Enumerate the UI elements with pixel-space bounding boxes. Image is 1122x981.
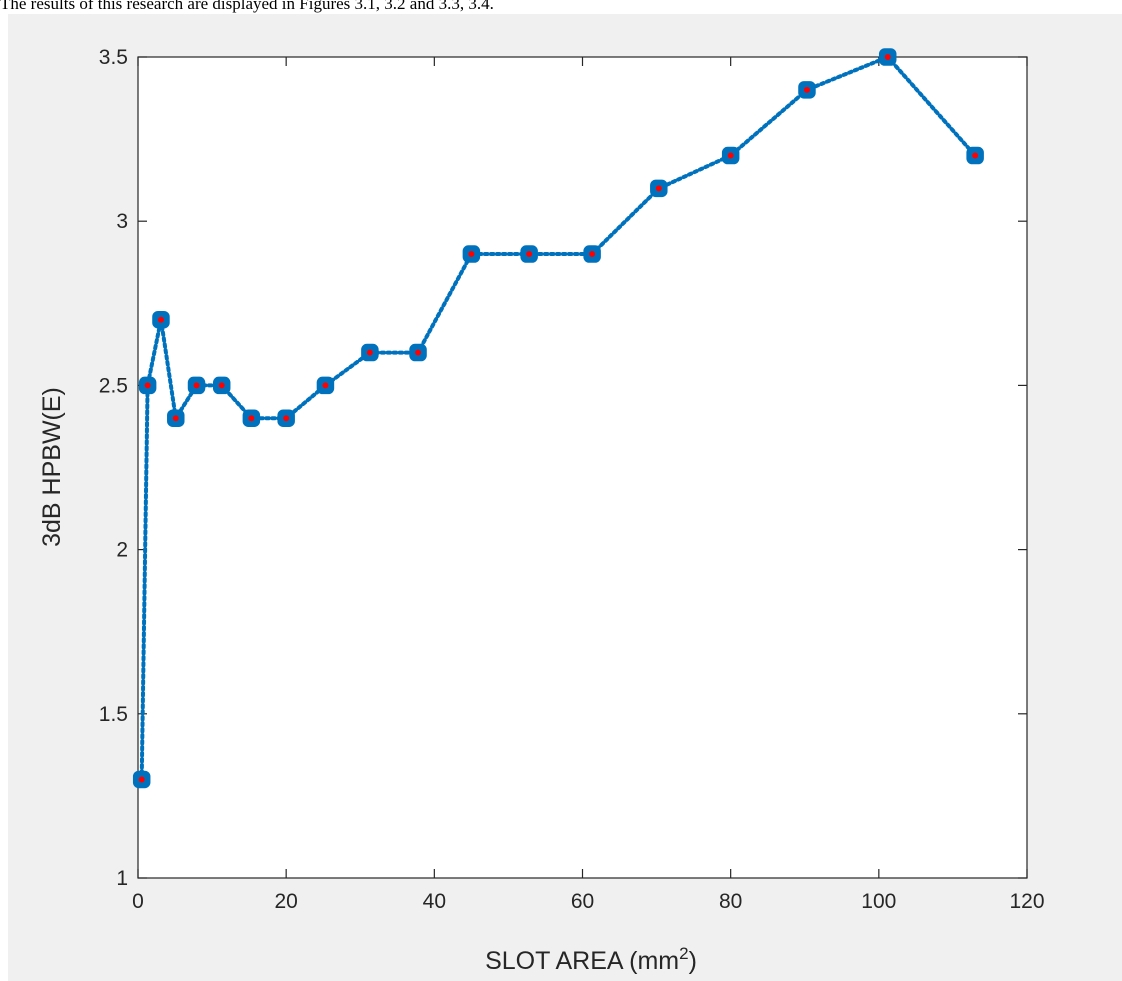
data-point-center	[283, 415, 290, 422]
data-point-center	[172, 415, 179, 422]
data-point	[242, 409, 261, 427]
data-point	[966, 146, 984, 165]
y-tick-label: 2.5	[99, 374, 128, 397]
y-tick-label: 3	[116, 210, 128, 233]
data-point	[462, 245, 481, 263]
x-tick-label: 60	[571, 890, 594, 913]
data-point-center	[526, 251, 533, 258]
data-point-center	[248, 415, 255, 422]
data-point	[277, 409, 295, 427]
data-point-center	[655, 185, 662, 192]
data-point-center	[468, 251, 475, 258]
data-point	[152, 310, 170, 329]
data-point	[212, 376, 231, 395]
data-point	[167, 409, 185, 427]
x-axis-label: SLOT AREA (mm2)	[485, 944, 697, 975]
x-tick-label: 80	[719, 890, 742, 913]
plot-area	[138, 57, 1027, 878]
data-point	[316, 376, 335, 395]
y-tick-label: 1	[116, 867, 128, 890]
data-point	[721, 146, 740, 165]
x-tick-label: 100	[861, 890, 896, 913]
data-point-center	[415, 349, 422, 356]
data-point-center	[803, 86, 810, 93]
x-axis-label-main: SLOT AREA (mm	[485, 947, 679, 975]
x-tick-label: 20	[274, 890, 297, 913]
data-point	[187, 376, 206, 395]
x-tick-label: 120	[1009, 890, 1044, 913]
data-point	[132, 770, 151, 789]
data-point-center	[322, 382, 329, 389]
data-point	[361, 343, 379, 362]
y-tick-label: 3.5	[99, 46, 128, 69]
data-point-center	[218, 382, 225, 389]
data-point	[583, 245, 601, 263]
data-point-center	[972, 152, 979, 159]
data-point-center	[157, 316, 164, 323]
caption-text: The results of this research are display…	[0, 0, 494, 13]
markers-layer	[132, 48, 984, 789]
data-point	[138, 376, 157, 395]
data-point-center	[138, 776, 145, 783]
data-point-center	[884, 54, 891, 60]
data-point-center	[589, 251, 596, 258]
x-axis-label-suffix: )	[689, 947, 697, 975]
data-point-center	[727, 152, 734, 159]
data-point	[878, 48, 897, 66]
x-tick-label: 0	[132, 890, 144, 913]
data-point	[798, 81, 816, 99]
data-point-center	[144, 382, 151, 389]
data-point	[409, 343, 427, 362]
x-tick-label: 40	[423, 890, 446, 913]
y-tick-label: 2	[116, 539, 128, 562]
x-axis-label-superscript: 2	[679, 944, 688, 963]
y-axis-label: 3dB HPBW(E)	[38, 387, 66, 547]
data-point-center	[193, 382, 200, 389]
data-point-center	[366, 349, 373, 356]
data-point	[650, 179, 668, 198]
y-tick-label: 1.5	[99, 703, 128, 726]
data-point	[520, 245, 538, 263]
ticks: 0 20 40 60 80 100 120 1 1.5 2 2.5 3 3.5	[99, 46, 1045, 913]
figure-window: 0 20 40 60 80 100 120 1 1.5 2 2.5 3 3.5 3dB HPBW(E) …	[8, 14, 1122, 981]
